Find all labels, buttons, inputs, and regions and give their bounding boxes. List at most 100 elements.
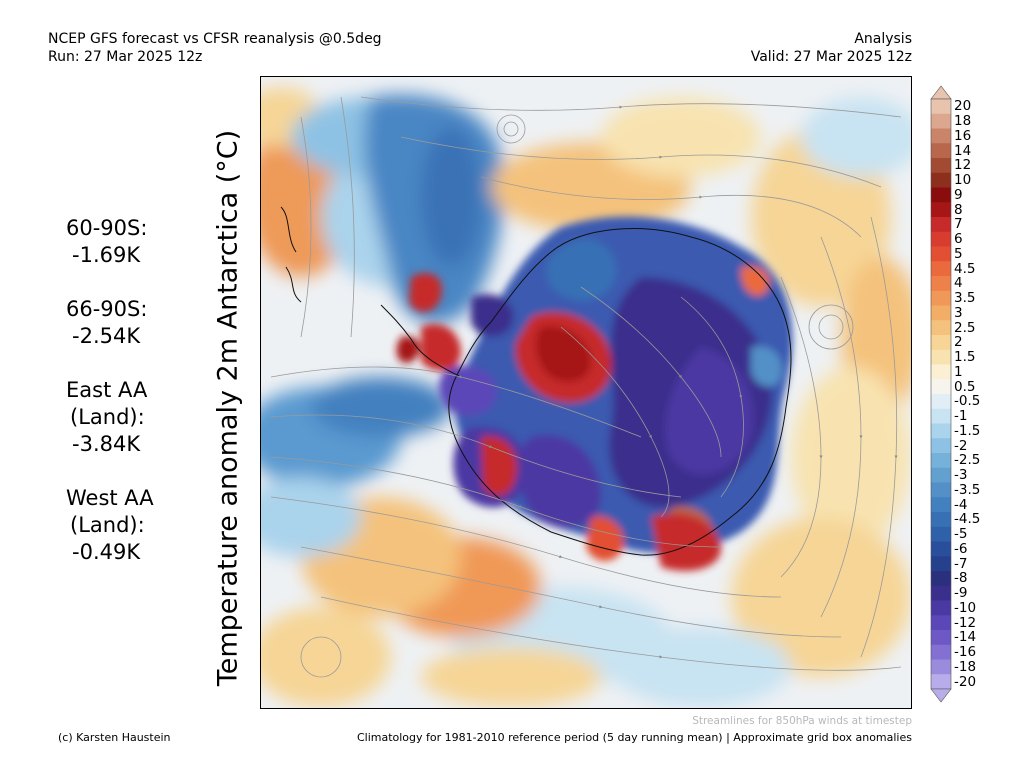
colorbar-swatch	[931, 276, 951, 292]
stat-value: -3.84K	[72, 432, 141, 456]
stat-label: 60-90S:	[66, 216, 148, 240]
colorbar-swatch	[931, 615, 951, 631]
colorbar-label: -4.5	[954, 511, 981, 528]
colorbar-label: -9	[954, 585, 968, 602]
stat-label: West AA	[66, 486, 154, 510]
colorbar-label: -4	[954, 496, 968, 513]
stat-66-90s: 66-90S: -2.54K	[66, 296, 147, 350]
colorbar-label: 12	[954, 157, 972, 174]
colorbar-label: -3.5	[954, 481, 981, 498]
header-left: NCEP GFS forecast vs CFSR reanalysis @0.…	[48, 30, 382, 66]
colorbar-label: 14	[954, 142, 972, 159]
colorbar-swatch	[931, 644, 951, 660]
stat-value: -0.49K	[72, 540, 141, 564]
colorbar-label: -10	[954, 599, 977, 616]
colorbar-label: -1.5	[954, 422, 981, 439]
colorbar-swatch	[931, 659, 951, 675]
colorbar-label: 4.5	[954, 260, 976, 277]
credit: (c) Karsten Haustein	[58, 731, 171, 744]
colorbar-label: 20	[954, 98, 972, 115]
colorbar-swatch	[931, 541, 951, 557]
colorbar-swatch	[931, 438, 951, 454]
colorbar-swatch	[931, 408, 951, 424]
colorbar-label: 9	[954, 186, 963, 203]
colorbar-label: -12	[954, 614, 977, 631]
colorbar-label: 10	[954, 172, 972, 189]
analysis-label: Analysis	[854, 31, 912, 47]
stat-label: East AA	[66, 378, 148, 402]
climatology-note: Climatology for 1981-2010 reference peri…	[356, 731, 912, 744]
map-title: NCEP GFS forecast vs CFSR reanalysis @0.…	[48, 31, 382, 47]
colorbar-label: -14	[954, 629, 977, 646]
colorbar-label: 5	[954, 245, 963, 262]
colorbar-label: 7	[954, 216, 963, 233]
colorbar-label: 1.5	[954, 349, 976, 366]
colorbar-label: -2	[954, 437, 968, 454]
colorbar-label: 6	[954, 231, 963, 248]
colorbar-swatch	[931, 453, 951, 469]
colorbar-swatch	[931, 335, 951, 351]
colorbar-swatch	[931, 158, 951, 174]
colorbar-label: -20	[954, 673, 977, 690]
colorbar-swatch	[931, 290, 951, 306]
colorbar-swatch	[931, 349, 951, 365]
stat-value: -2.54K	[72, 324, 141, 348]
colorbar-label: -8	[954, 570, 968, 587]
colorbar-label: 18	[954, 113, 972, 130]
stat-label: 66-90S:	[66, 297, 148, 321]
header-right: Analysis Valid: 27 Mar 2025 12z	[751, 30, 912, 66]
colorbar-swatch	[931, 187, 951, 203]
colorbar-label: -3	[954, 467, 968, 484]
colorbar	[930, 85, 952, 703]
stat-east-aa: East AA (Land): -3.84K	[66, 377, 147, 458]
colorbar-swatch	[931, 600, 951, 616]
colorbar-swatch	[931, 512, 951, 528]
colorbar-swatch	[931, 231, 951, 247]
stat-sublabel: (Land):	[70, 405, 145, 429]
colorbar-label: 3.5	[954, 290, 976, 307]
colorbar-swatch	[931, 246, 951, 262]
colorbar-swatch	[931, 320, 951, 336]
anomaly-field	[261, 77, 911, 708]
colorbar-label: -5	[954, 526, 968, 543]
colorbar-min-arrow	[930, 688, 952, 703]
colorbar-swatch	[931, 305, 951, 321]
colorbar-swatch	[931, 217, 951, 233]
colorbar-label: 1	[954, 363, 963, 380]
colorbar-label: 2	[954, 334, 963, 351]
colorbar-label: 4	[954, 275, 963, 292]
colorbar-swatch	[931, 482, 951, 498]
colorbar-label: -0.5	[954, 393, 981, 410]
colorbar-max-arrow	[930, 85, 952, 100]
colorbar-swatch	[931, 423, 951, 439]
colorbar-swatch	[931, 585, 951, 601]
valid-time: Valid: 27 Mar 2025 12z	[750, 49, 912, 65]
colorbar-label: -16	[954, 644, 977, 661]
colorbar-label: -18	[954, 658, 977, 675]
stat-west-aa: West AA (Land): -0.49K	[66, 485, 154, 566]
colorbar-label: 16	[954, 127, 972, 144]
colorbar-swatch	[931, 674, 951, 690]
colorbar-swatch	[931, 202, 951, 218]
colorbar-label: 2.5	[954, 319, 976, 336]
colorbar-swatch	[931, 364, 951, 380]
stat-value: -1.69K	[72, 243, 141, 267]
colorbar-swatch	[931, 571, 951, 587]
colorbar-label: 0.5	[954, 378, 976, 395]
stat-60-90s: 60-90S: -1.69K	[66, 215, 147, 269]
colorbar-swatch	[931, 497, 951, 513]
colorbar-swatch	[931, 172, 951, 188]
colorbar-label: -7	[954, 555, 968, 572]
colorbar-swatch	[931, 143, 951, 159]
colorbar-swatch	[931, 556, 951, 572]
colorbar-label: 3	[954, 304, 963, 321]
variable-label: Temperature anomaly 2m Antarctica (°C)	[212, 129, 244, 687]
colorbar-swatch	[931, 394, 951, 410]
run-time: Run: 27 Mar 2025 12z	[48, 49, 203, 65]
colorbar-label: -1	[954, 408, 968, 425]
colorbar-label: 8	[954, 201, 963, 218]
anomaly-map	[260, 76, 912, 709]
colorbar-label: -2.5	[954, 452, 981, 469]
colorbar-swatch	[931, 379, 951, 395]
colorbar-swatch	[931, 630, 951, 646]
